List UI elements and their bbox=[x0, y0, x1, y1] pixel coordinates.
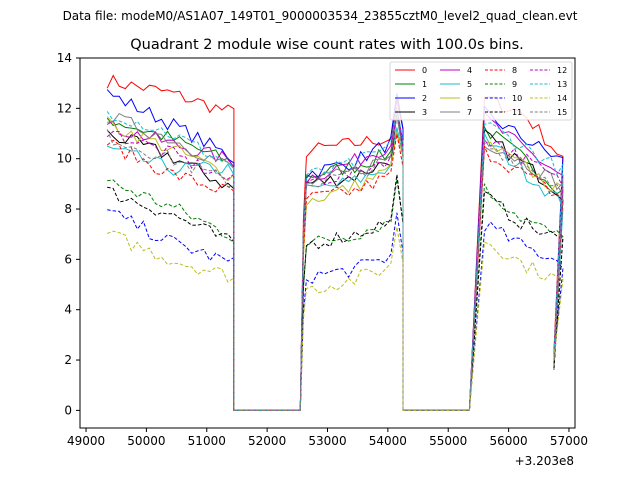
series-line-12 bbox=[106, 108, 564, 411]
series-layer bbox=[106, 74, 564, 411]
series-line-2 bbox=[106, 89, 564, 411]
legend-label-8: 8 bbox=[512, 66, 517, 75]
x-tick-label: 52000 bbox=[248, 434, 286, 448]
x-axis: 49000 50000 51000 52000 53000 54000 55000 56000… bbox=[67, 428, 588, 448]
x-tick-label: 53000 bbox=[308, 434, 346, 448]
series-line-10 bbox=[107, 209, 564, 411]
legend-label-11: 11 bbox=[512, 108, 522, 117]
legend-label-5: 5 bbox=[467, 80, 472, 89]
y-axis: 0 2 4 6 8 10 12 14 bbox=[57, 51, 80, 417]
legend-label-2: 2 bbox=[422, 94, 427, 103]
series-line-4 bbox=[106, 107, 564, 411]
suptitle: Data file: modeM0/AS1A07_149T01_90000035… bbox=[63, 9, 578, 23]
x-tick-label: 56000 bbox=[490, 434, 528, 448]
x-tick-label: 55000 bbox=[429, 434, 467, 448]
series-line-5 bbox=[107, 127, 564, 411]
series-line-3 bbox=[106, 112, 564, 411]
legend-label-6: 6 bbox=[467, 94, 472, 103]
legend-label-1: 1 bbox=[422, 80, 427, 89]
y-tick-label: 10 bbox=[57, 152, 72, 166]
y-tick-label: 4 bbox=[64, 303, 72, 317]
series-line-14 bbox=[107, 227, 564, 411]
chart-title: Quadrant 2 module wise count rates with … bbox=[130, 37, 524, 53]
legend-label-14: 14 bbox=[557, 94, 567, 103]
legend-label-15: 15 bbox=[557, 108, 567, 117]
legend-label-3: 3 bbox=[422, 108, 427, 117]
legend-label-10: 10 bbox=[512, 94, 522, 103]
x-tick-label: 54000 bbox=[369, 434, 407, 448]
legend-label-7: 7 bbox=[467, 108, 472, 117]
y-tick-label: 6 bbox=[64, 252, 72, 266]
x-tick-label: 57000 bbox=[550, 434, 588, 448]
x-tick-label: 51000 bbox=[188, 434, 226, 448]
x-tick-label: 49000 bbox=[67, 434, 105, 448]
y-tick-label: 8 bbox=[64, 202, 72, 216]
legend-label-9: 9 bbox=[512, 80, 517, 89]
series-line-1 bbox=[106, 115, 564, 411]
series-line-8 bbox=[106, 133, 564, 411]
series-line-9 bbox=[107, 179, 564, 411]
x-offset-label: +3.203e8 bbox=[515, 454, 574, 468]
y-tick-label: 12 bbox=[57, 101, 72, 115]
series-line-13 bbox=[106, 108, 564, 411]
legend-label-4: 4 bbox=[467, 66, 472, 75]
legend-label-13: 13 bbox=[557, 80, 567, 89]
legend-label-12: 12 bbox=[557, 66, 567, 75]
series-line-15 bbox=[106, 113, 564, 411]
y-tick-label: 2 bbox=[64, 353, 72, 367]
series-line-11 bbox=[107, 174, 564, 411]
y-tick-label: 0 bbox=[64, 403, 72, 417]
y-tick-label: 14 bbox=[57, 51, 72, 65]
series-line-7 bbox=[107, 112, 564, 411]
legend-label-0: 0 bbox=[422, 66, 427, 75]
legend-box bbox=[389, 61, 573, 121]
x-tick-label: 50000 bbox=[127, 434, 165, 448]
